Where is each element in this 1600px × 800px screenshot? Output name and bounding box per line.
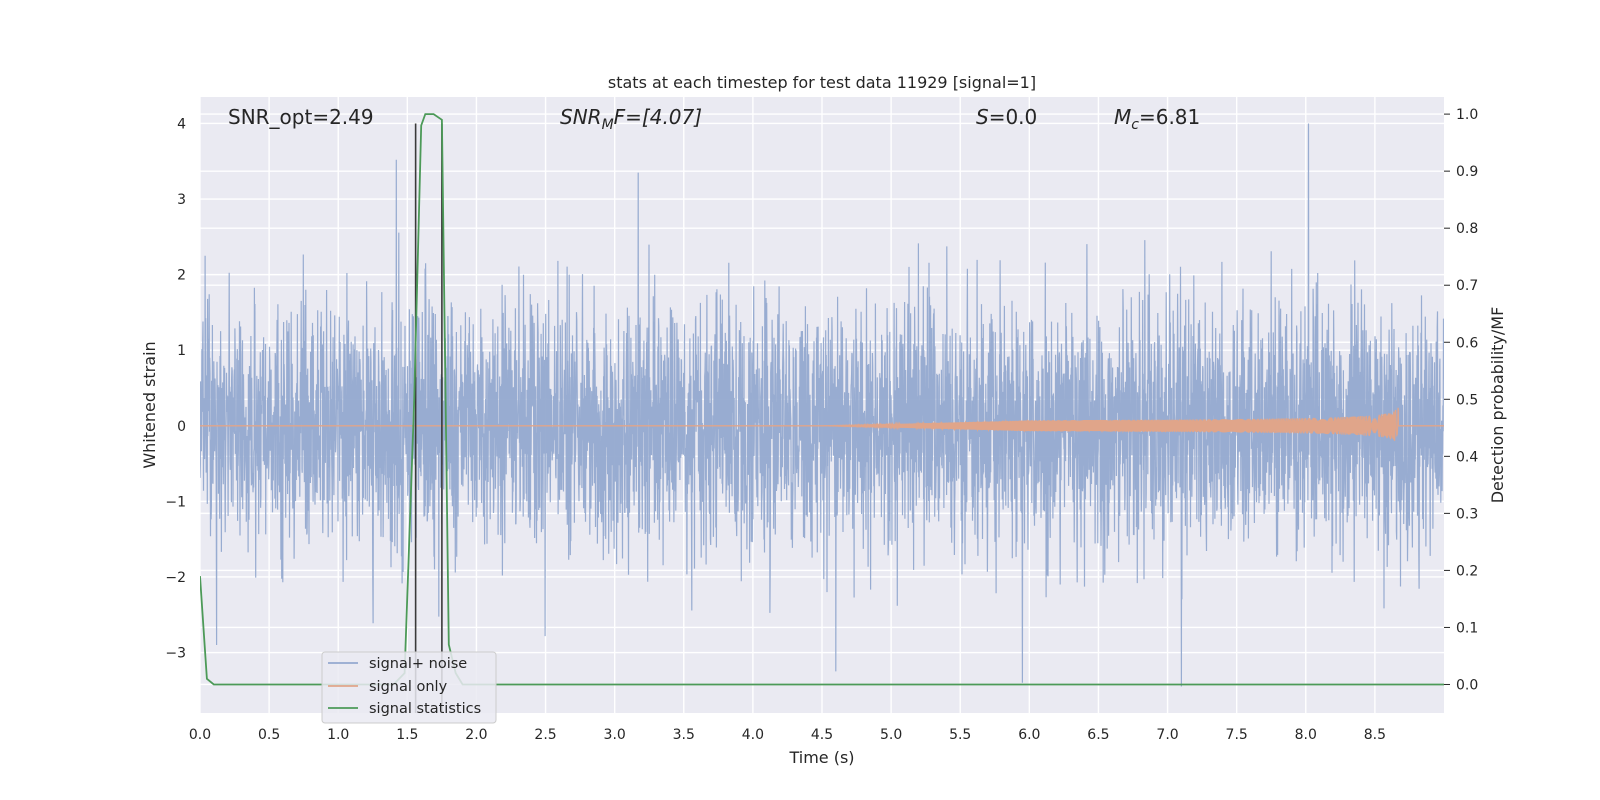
x-tick-label: 3.0 xyxy=(604,727,626,743)
y-left-tick-label: −3 xyxy=(165,646,186,662)
x-tick-label: 3.5 xyxy=(673,727,695,743)
y-left-tick-label: 3 xyxy=(177,192,186,208)
signal-only-line xyxy=(200,407,1444,441)
x-tick-label: 7.5 xyxy=(1226,727,1248,743)
legend-label-signal-plus-noise: signal+ noise xyxy=(369,656,467,672)
x-tick-label: 4.0 xyxy=(742,727,764,743)
x-tick-label: 5.5 xyxy=(949,727,971,743)
y-right-axis-ticks: 1.0 0.9 0.8 0.7 0.6 0.5 0.4 0.3 0.2 0.1 0.0 xyxy=(1444,107,1478,693)
y-left-axis-label: Whitened strain xyxy=(140,341,159,468)
noise-line xyxy=(200,123,1444,687)
x-tick-label: 4.5 xyxy=(811,727,833,743)
y-left-axis-ticks: 4 3 2 1 0 −1 −2 −3 xyxy=(165,116,186,661)
series-signal-plus-noise xyxy=(200,123,1444,687)
x-tick-label: 8.0 xyxy=(1295,727,1317,743)
x-axis-ticks: 0.0 0.5 1.0 1.5 2.0 2.5 3.0 3.5 4.0 4.5 5.0 5.5 6.0 6… xyxy=(189,727,1386,743)
legend-label-signal-only: signal only xyxy=(369,679,448,695)
x-tick-label: 1.0 xyxy=(327,727,349,743)
vertical-markers xyxy=(414,123,443,713)
y-right-tick-label: 0.1 xyxy=(1456,620,1478,636)
y-right-tick-label: 0.8 xyxy=(1456,221,1478,237)
x-tick-label: 5.0 xyxy=(880,727,902,743)
y-left-tick-label: −2 xyxy=(165,570,186,586)
x-tick-label: 0.5 xyxy=(258,727,280,743)
snr-mf-main: SNR xyxy=(560,105,602,129)
y-left-tick-label: 4 xyxy=(177,116,186,132)
x-tick-label: 2.0 xyxy=(465,727,487,743)
mc-annotation: Mc=6.81 xyxy=(1114,105,1200,133)
s-annotation: S=0.0 xyxy=(976,105,1037,129)
y-right-axis-label: Detection probability/MF xyxy=(1488,307,1507,504)
y-right-tick-label: 0.7 xyxy=(1456,278,1478,294)
y-right-tick-label: 1.0 xyxy=(1456,107,1478,123)
x-tick-label: 1.5 xyxy=(396,727,418,743)
x-axis-label: Time (s) xyxy=(788,748,854,767)
y-left-tick-label: −1 xyxy=(165,494,186,510)
y-right-tick-label: 0.6 xyxy=(1456,335,1478,351)
legend-label-signal-statistics: signal statistics xyxy=(369,701,481,717)
y-right-tick-label: 0.5 xyxy=(1456,392,1478,408)
y-right-tick-label: 0.2 xyxy=(1456,563,1478,579)
y-right-tick-label: 0.9 xyxy=(1456,164,1478,180)
x-tick-label: 7.0 xyxy=(1156,727,1178,743)
legend: signal+ noise signal only signal statist… xyxy=(321,651,497,724)
x-tick-label: 8.5 xyxy=(1364,727,1386,743)
x-tick-label: 2.5 xyxy=(534,727,556,743)
chart-title: stats at each timestep for test data 119… xyxy=(608,73,1036,92)
s-main: S xyxy=(976,105,989,129)
x-tick-label: 0.0 xyxy=(189,727,211,743)
y-right-tick-label: 0.3 xyxy=(1456,506,1478,522)
snr-mf-annotation: SNRMF=[4.07] xyxy=(560,105,702,133)
snr-mf-rest: F=[4.07] xyxy=(614,105,702,129)
mc-rest: =6.81 xyxy=(1139,105,1200,129)
x-tick-label: 6.5 xyxy=(1087,727,1109,743)
y-right-tick-label: 0.4 xyxy=(1456,449,1478,465)
s-rest: =0.0 xyxy=(989,105,1038,129)
legend-box xyxy=(321,651,497,724)
y-left-tick-label: 0 xyxy=(177,419,186,435)
mc-main: M xyxy=(1114,105,1131,129)
snr-mf-sub: M xyxy=(602,117,614,133)
y-left-tick-label: 2 xyxy=(177,268,186,284)
mc-sub: c xyxy=(1131,117,1139,133)
y-left-tick-label: 1 xyxy=(177,343,186,359)
x-tick-label: 6.0 xyxy=(1018,727,1040,743)
snr-opt-annotation: SNR_opt=2.49 xyxy=(228,105,374,129)
series-signal-only xyxy=(200,407,1444,441)
y-right-tick-label: 0.0 xyxy=(1456,677,1478,693)
